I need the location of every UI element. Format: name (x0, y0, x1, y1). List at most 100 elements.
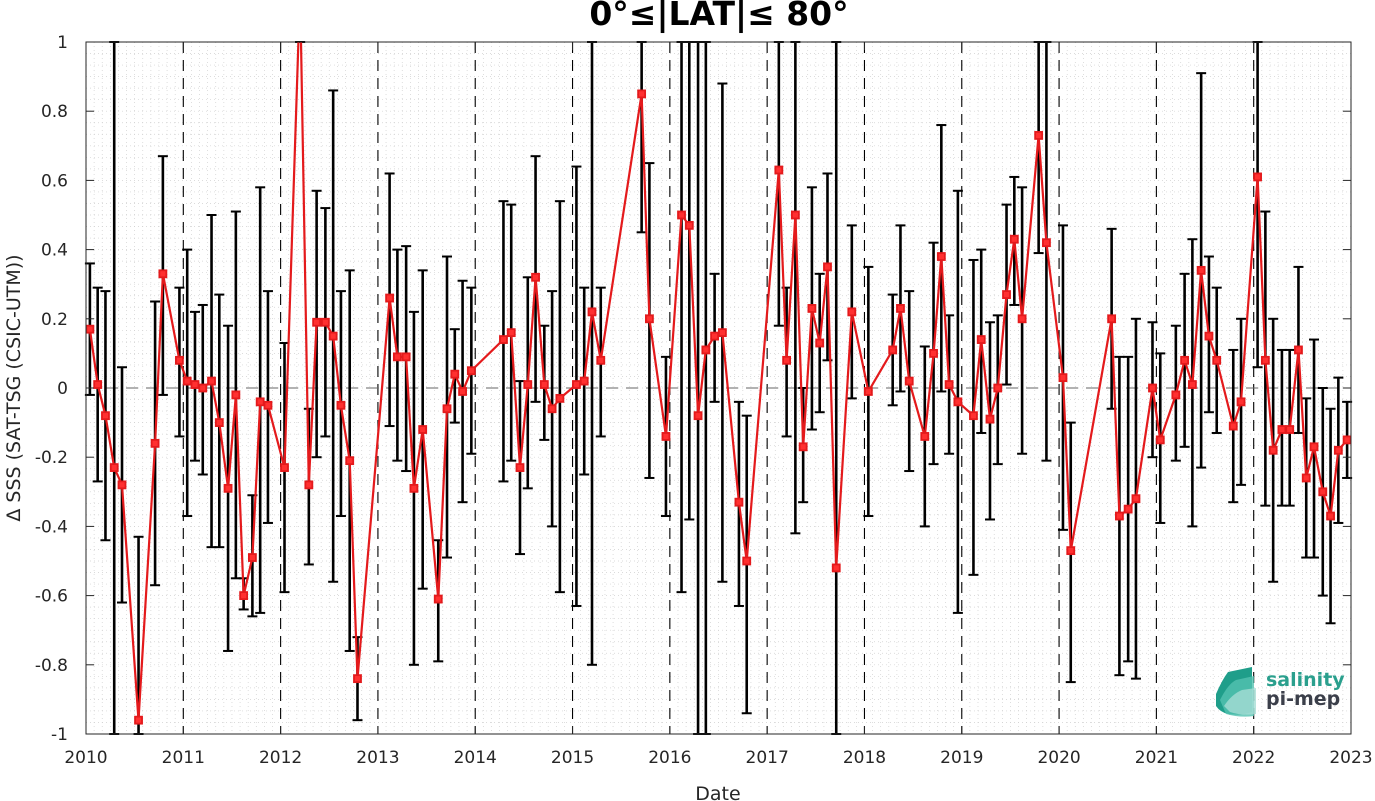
x-tick-label: 2020 (1037, 748, 1080, 768)
logo-text-salinity: salinity (1266, 669, 1345, 691)
data-point (645, 314, 654, 324)
data-point (1277, 425, 1287, 434)
data-point (815, 338, 825, 348)
data-point (1034, 131, 1044, 140)
data-point (1017, 314, 1027, 324)
x-tick-labels: 2010 2011 2012 2013 2014 2015 2016 2017 2018 2019… (64, 748, 1372, 768)
data-point (263, 400, 273, 410)
x-tick-label: 2023 (1329, 748, 1372, 768)
data-point (547, 404, 557, 414)
series-line-layer (88, 42, 1348, 721)
y-tick-label: -1 (51, 725, 68, 745)
data-point (985, 414, 995, 424)
data-point (150, 438, 160, 448)
data-point (353, 674, 362, 684)
data-point (1042, 238, 1051, 248)
data-point (734, 497, 744, 507)
data-point (134, 715, 143, 725)
data-point (182, 376, 192, 386)
data-point (1009, 234, 1019, 244)
data-point (993, 383, 1003, 393)
data-point (774, 165, 784, 175)
data-point (190, 380, 200, 389)
data-point (1196, 265, 1206, 275)
data-point (782, 355, 792, 365)
data-point (1058, 373, 1068, 383)
x-tick-label: 2019 (940, 748, 983, 768)
data-point (158, 269, 168, 279)
data-point (896, 304, 905, 313)
data-point (929, 348, 938, 358)
data-point (717, 328, 727, 338)
data-point (555, 393, 565, 403)
x-tick-label: 2017 (746, 748, 789, 768)
y-tick-label: -0.4 (35, 517, 68, 537)
axis-ticks (85, 41, 1352, 735)
data-point (1002, 290, 1011, 299)
data-point (409, 483, 419, 493)
data-point (587, 307, 597, 317)
data-point (336, 400, 346, 410)
chart-title: 0°≤|LAT|≤ 80° (589, 0, 849, 33)
data-point (450, 369, 460, 379)
data-point (637, 89, 647, 99)
data-point (1301, 473, 1311, 483)
data-point (1342, 435, 1352, 445)
y-tick-label: 0.8 (41, 102, 68, 122)
y-tick-label: 0 (57, 379, 68, 399)
data-point (515, 463, 525, 472)
data-point (847, 307, 857, 317)
data-point (101, 411, 110, 421)
data-point (807, 304, 817, 313)
x-tick-label: 2014 (454, 748, 497, 768)
data-point (976, 335, 986, 344)
data-point (1309, 442, 1319, 452)
y-tick-label: -0.6 (35, 587, 68, 607)
y-tick-label: 1 (57, 33, 68, 53)
x-tick-label: 2010 (64, 748, 107, 768)
data-point (1204, 331, 1214, 341)
data-point (1236, 397, 1246, 407)
data-point (458, 387, 467, 396)
data-point (1123, 504, 1133, 514)
data-point (1318, 487, 1328, 497)
data-point (1294, 345, 1303, 355)
data-point (1268, 445, 1278, 455)
data-point (953, 397, 963, 407)
data-point (790, 210, 800, 220)
x-tick-label: 2011 (162, 748, 205, 768)
data-point (198, 383, 208, 393)
data-point (944, 380, 954, 389)
data-point (280, 463, 289, 472)
logo-wave-icon (1216, 667, 1256, 717)
data-point (701, 345, 711, 355)
data-point (433, 594, 443, 604)
error-bar (676, 41, 687, 594)
data-point (710, 331, 720, 341)
data-point (320, 317, 330, 327)
data-point (1107, 314, 1117, 324)
data-point (499, 335, 508, 344)
data-point (920, 432, 930, 441)
x-tick-label: 2015 (551, 748, 594, 768)
y-tick-label: 0.6 (41, 171, 68, 191)
data-point (677, 210, 686, 220)
data-point (255, 397, 265, 407)
data-point (247, 553, 257, 562)
x-tick-label: 2021 (1135, 748, 1178, 768)
y-tick-label: 0.4 (41, 241, 68, 261)
y-tick-label: -0.8 (35, 656, 68, 676)
data-point (85, 324, 95, 334)
data-point (888, 345, 898, 355)
data-point (1212, 355, 1222, 365)
salinity-pi-mep-logo: salinity pi-mep (1216, 667, 1345, 717)
data-point (1228, 421, 1238, 431)
data-point (1131, 494, 1141, 504)
x-tick-label: 2016 (648, 748, 691, 768)
data-point (214, 418, 224, 428)
data-point (1115, 511, 1124, 521)
data-point (93, 380, 103, 389)
x-tick-label: 2013 (356, 748, 399, 768)
data-point (1333, 445, 1343, 455)
data-point (936, 252, 946, 261)
